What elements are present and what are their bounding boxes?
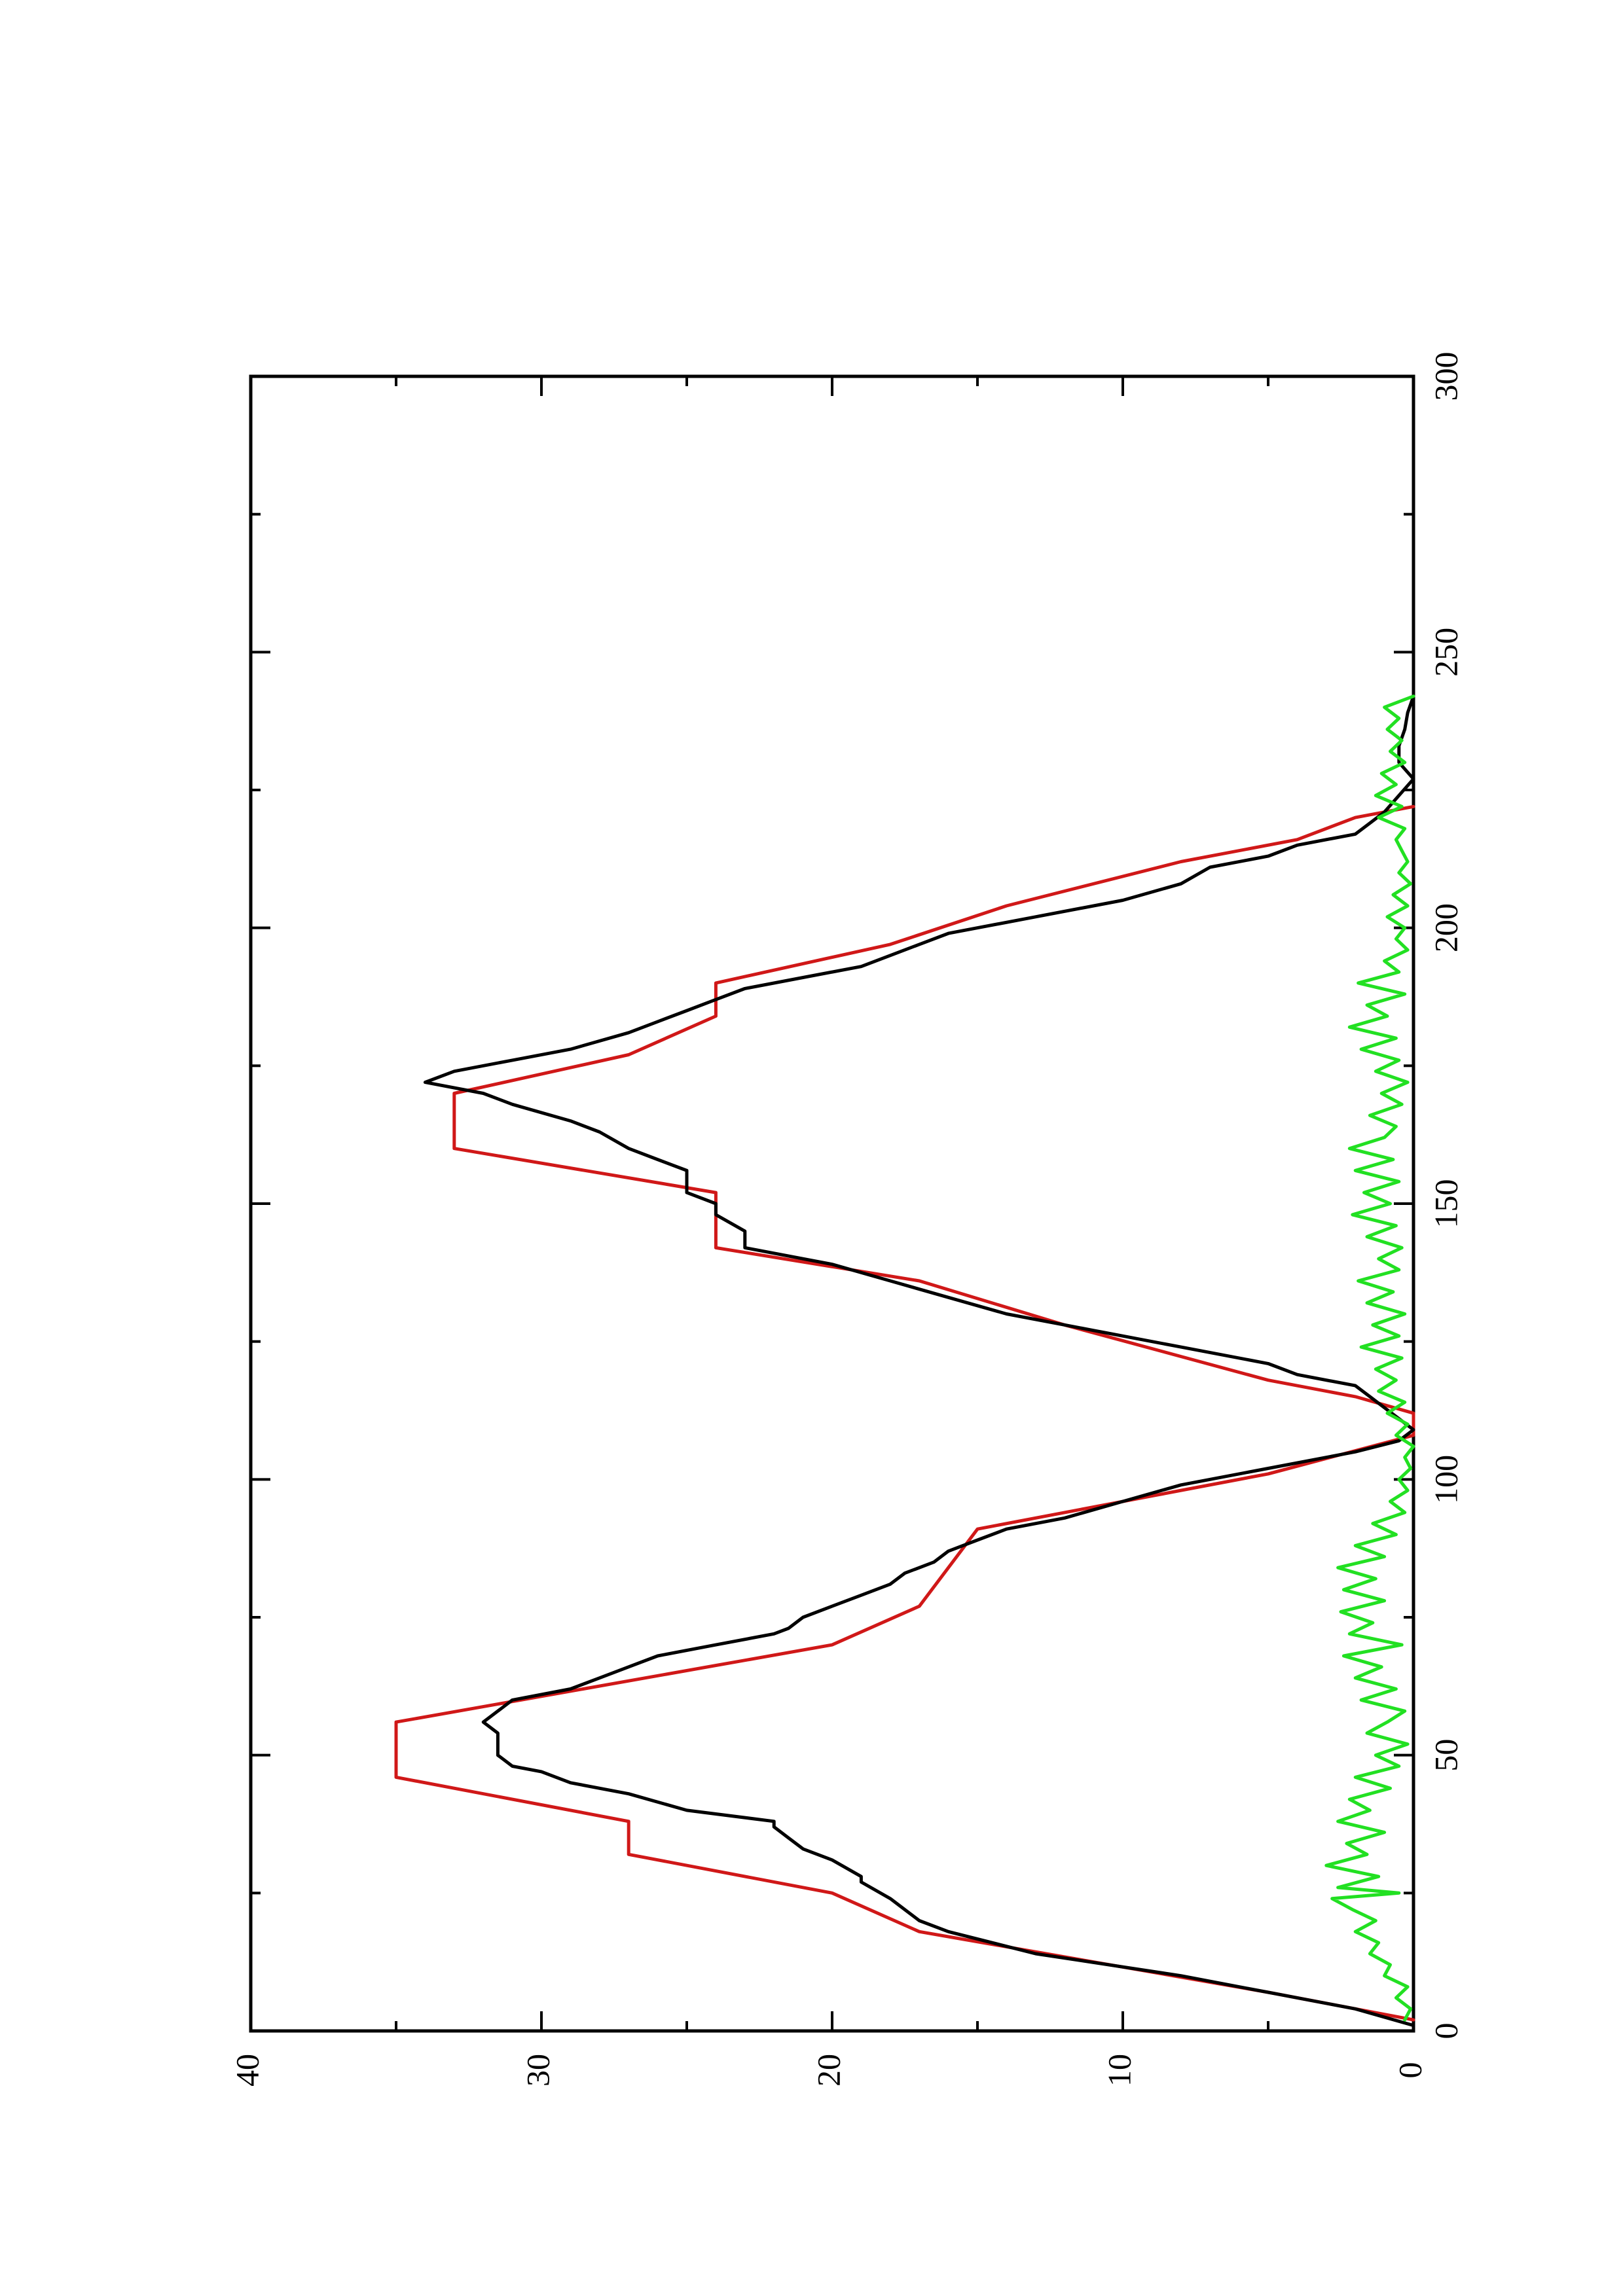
x-tick-label: 250 [1427, 628, 1464, 677]
x-tick-label: 300 [1427, 352, 1464, 401]
y-tick-label: 10 [1101, 2054, 1137, 2087]
y-tick-label: 0 [1391, 2062, 1428, 2079]
y-tick-label: 30 [519, 2054, 556, 2087]
x-tick-label: 0 [1427, 2023, 1464, 2039]
x-tick-label: 200 [1427, 903, 1464, 952]
axis-tick-labels: 0 50 100 150 200 250 300 0 10 20 30 40 [228, 352, 1464, 2087]
axis-ticks [249, 375, 1415, 2032]
y-tick-label: 40 [228, 2054, 265, 2087]
black-series [423, 694, 1415, 2028]
red-step-series [394, 804, 1415, 2022]
y-tick-label: 20 [810, 2054, 847, 2087]
chart-series [394, 694, 1415, 2028]
x-tick-label: 100 [1427, 1455, 1464, 1504]
x-tick-label: 50 [1427, 1739, 1464, 1772]
x-tick-label: 150 [1427, 1179, 1464, 1229]
green-series [1324, 694, 1415, 2022]
